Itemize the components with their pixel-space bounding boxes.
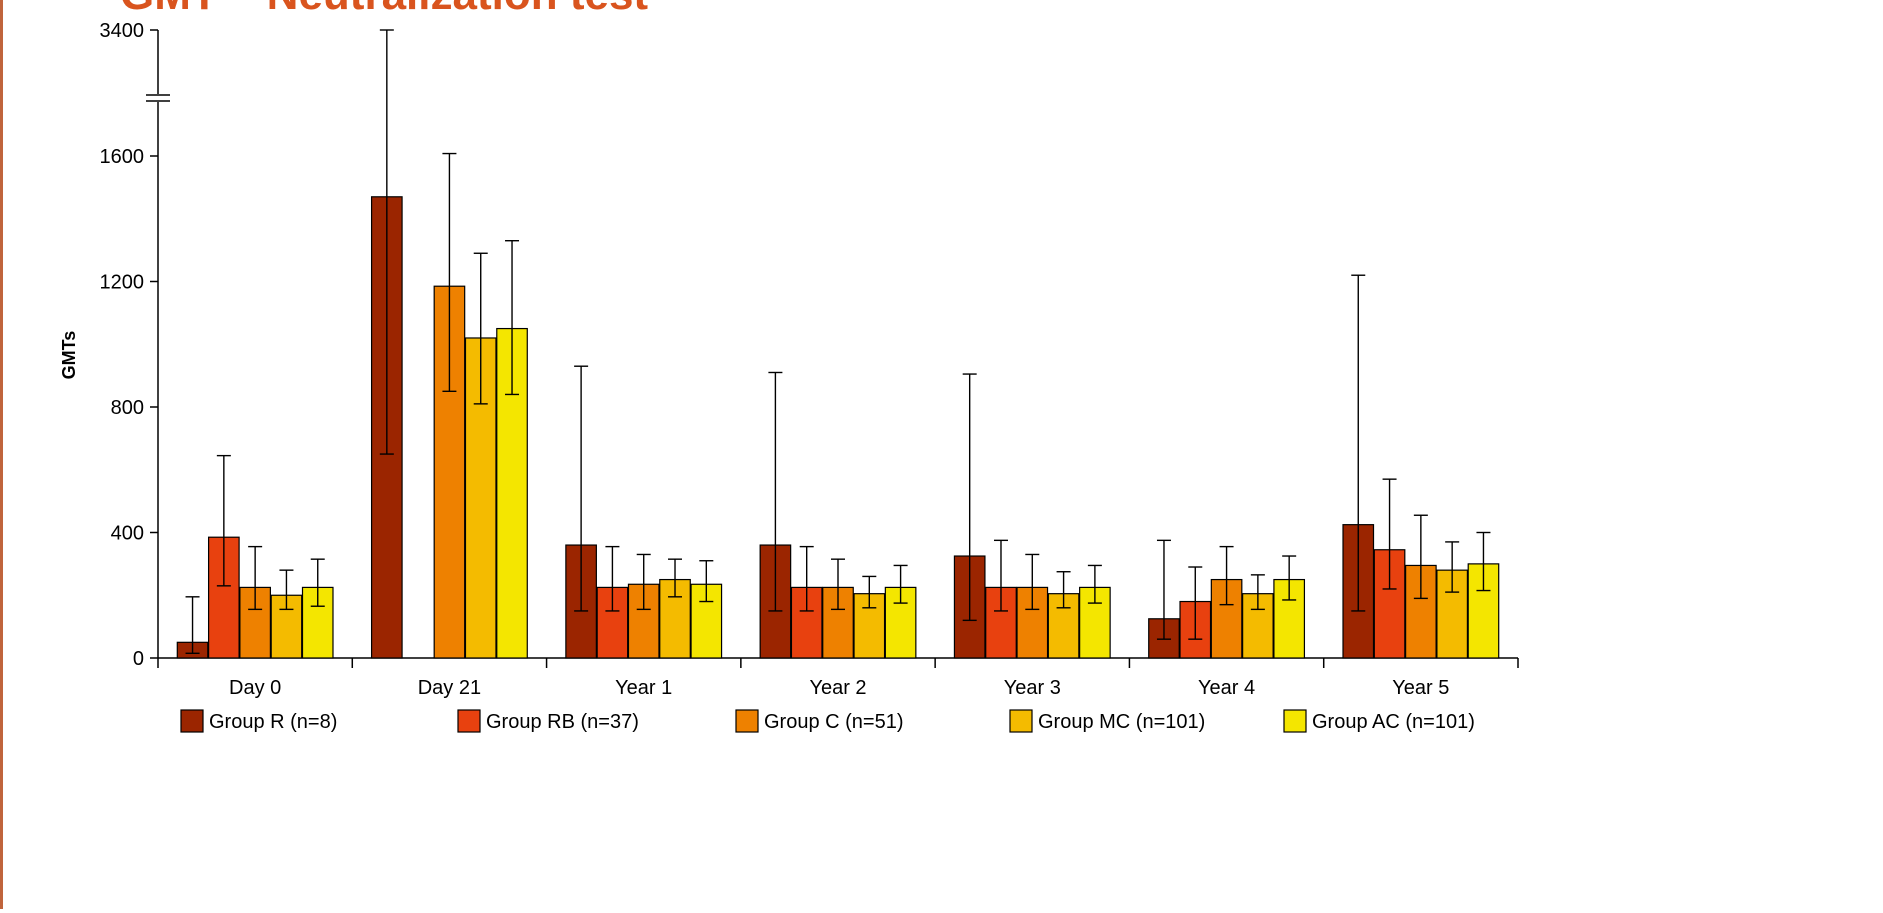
x-tick-label: Day 21 bbox=[418, 677, 481, 699]
y-tick-label: 800 bbox=[111, 397, 144, 419]
x-tick-label: Year 5 bbox=[1392, 677, 1449, 699]
legend-swatch bbox=[180, 709, 204, 733]
legend-swatch bbox=[735, 709, 759, 733]
legend-label: Group C (n=51) bbox=[764, 711, 904, 733]
legend-label: Group MC (n=101) bbox=[1038, 711, 1205, 733]
legend: Group R (n=8) Group RB (n=37) Group C (n=5… bbox=[180, 709, 1475, 733]
slide-title: GMT – Neutralization test bbox=[120, 0, 648, 20]
legend-swatch bbox=[1283, 709, 1307, 733]
y-tick-label: 0 bbox=[133, 648, 144, 670]
x-tick-label: Year 1 bbox=[615, 677, 672, 699]
bar bbox=[301, 586, 334, 659]
x-tick-label: Year 2 bbox=[809, 677, 866, 699]
legend-label: Group RB (n=37) bbox=[486, 711, 639, 733]
legend-label: Group R (n=8) bbox=[209, 711, 337, 733]
x-tick-label: Day 0 bbox=[229, 677, 281, 699]
x-tick-label: Year 3 bbox=[1004, 677, 1061, 699]
legend-swatch bbox=[1009, 709, 1033, 733]
slide-left-border bbox=[0, 0, 3, 909]
y-tick-label: 1600 bbox=[100, 146, 145, 168]
y-tick-label: 3400 bbox=[100, 20, 145, 42]
legend-label: Group AC (n=101) bbox=[1312, 711, 1475, 733]
y-tick-label: 400 bbox=[111, 523, 144, 545]
x-tick-label: Year 4 bbox=[1198, 677, 1255, 699]
error-bars bbox=[185, 29, 1491, 654]
y-axis-label: GMTs bbox=[59, 331, 79, 380]
legend-swatch bbox=[457, 709, 481, 733]
y-tick-label: 1200 bbox=[100, 272, 145, 294]
axes: 0 400 800 1200 1600 3400 GMTs Day 0 Day 21 Year 1… bbox=[59, 20, 1519, 699]
